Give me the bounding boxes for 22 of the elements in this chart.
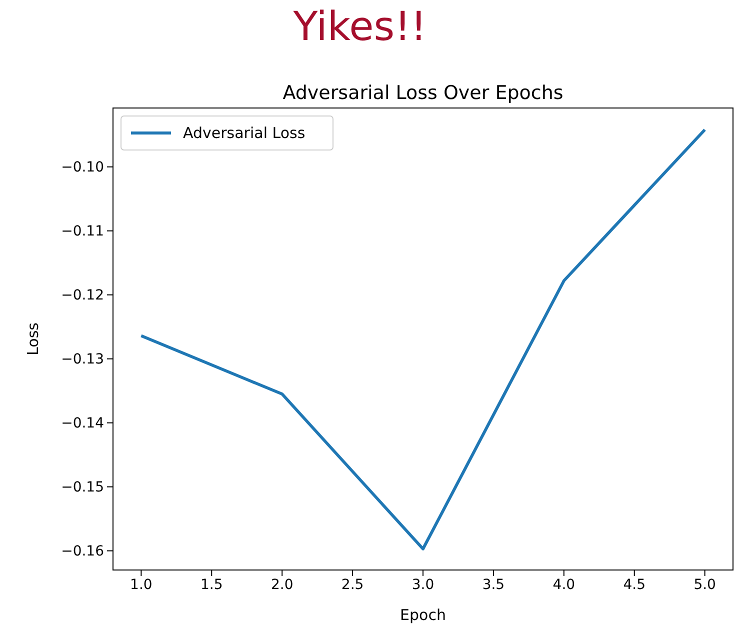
x-tick-label: 4.5 (623, 576, 646, 593)
y-tick-label: −0.10 (61, 159, 104, 176)
y-tick-label: −0.11 (61, 223, 104, 240)
y-tick-label: −0.12 (61, 287, 104, 304)
x-tick-label: 3.5 (482, 576, 505, 593)
chart-subtitle: Adversarial Loss Over Epochs (282, 82, 564, 104)
x-tick-label: 4.0 (552, 576, 576, 593)
x-tick-label: 5.0 (694, 576, 716, 593)
y-tick-label: −0.14 (61, 415, 104, 432)
x-axis-title: Epoch (400, 606, 446, 624)
x-tick-label: 1.0 (130, 576, 152, 593)
chart-title: Yikes!! (292, 4, 427, 50)
y-tick-label: −0.16 (61, 543, 104, 560)
y-tick-label: −0.13 (61, 351, 104, 368)
legend-label: Adversarial Loss (183, 124, 306, 142)
x-tick-label: 3.0 (412, 576, 434, 593)
y-axis-title: Loss (24, 322, 42, 356)
x-tick-label: 2.0 (270, 576, 294, 593)
x-tick-label: 2.5 (341, 576, 364, 593)
line-series (140, 128, 706, 550)
y-tick-label: −0.15 (61, 479, 104, 496)
x-tick-label: 1.5 (200, 576, 223, 593)
